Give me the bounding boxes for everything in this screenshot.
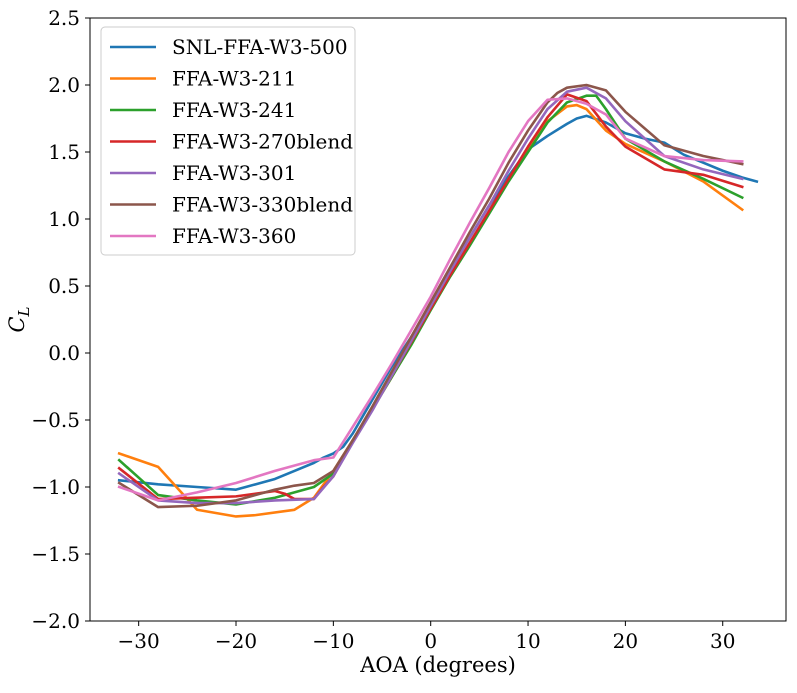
plot-area bbox=[89, 17, 787, 622]
x-tick-label: −20 bbox=[215, 629, 257, 653]
legend-entry-label: SNL-FFA-W3-500 bbox=[172, 35, 348, 59]
x-tick-label: 10 bbox=[515, 629, 540, 653]
y-tick-label: 1.5 bbox=[48, 140, 80, 164]
x-axis-label: AOA (degrees) bbox=[359, 653, 516, 677]
y-tick-label: −1.5 bbox=[31, 542, 80, 566]
y-tick-label: −2.0 bbox=[31, 609, 80, 633]
x-tick-label: −10 bbox=[312, 629, 354, 653]
legend-entry-label: FFA-W3-270blend bbox=[172, 130, 353, 154]
legend-entry-label: FFA-W3-211 bbox=[172, 67, 296, 91]
y-tick-label: −0.5 bbox=[31, 408, 80, 432]
axes-frame bbox=[89, 17, 787, 622]
legend-entry-label: FFA-W3-301 bbox=[172, 161, 296, 185]
legend-entry-label: FFA-W3-330blend bbox=[172, 193, 353, 217]
y-tick-label: 1.0 bbox=[48, 207, 80, 231]
y-tick-label: 2.5 bbox=[48, 6, 80, 30]
x-tick-label: 0 bbox=[424, 629, 437, 653]
x-tick-label: −30 bbox=[118, 629, 160, 653]
series-lines bbox=[117, 83, 759, 518]
legend-entry-label: FFA-W3-360 bbox=[172, 224, 296, 248]
y-tick-label: −1.0 bbox=[31, 475, 80, 499]
legend-box bbox=[100, 26, 356, 256]
y-tick-label: 0.0 bbox=[48, 341, 80, 365]
x-tick-label: 30 bbox=[710, 629, 735, 653]
y-tick-label: 2.0 bbox=[48, 73, 80, 97]
x-tick-label: 20 bbox=[613, 629, 638, 653]
series-line-6 bbox=[117, 83, 744, 509]
series-line-7 bbox=[117, 97, 744, 502]
y-axis-ticks: −2.0 −1.5 −1.0 −0.5 0.0 0.5 1.0 1.5 2.0 2.5 bbox=[31, 6, 90, 633]
y-axis-label: CL bbox=[5, 306, 33, 332]
x-axis-ticks: −30 −20 −10 0 10 20 30 bbox=[118, 621, 735, 653]
legend: SNL-FFA-W3-500 FFA-W3-211 FFA-W3-241 FFA-W3… bbox=[100, 26, 356, 256]
y-tick-label: 0.5 bbox=[48, 274, 80, 298]
series-line-5 bbox=[117, 86, 744, 505]
legend-entry-label: FFA-W3-241 bbox=[172, 98, 296, 122]
